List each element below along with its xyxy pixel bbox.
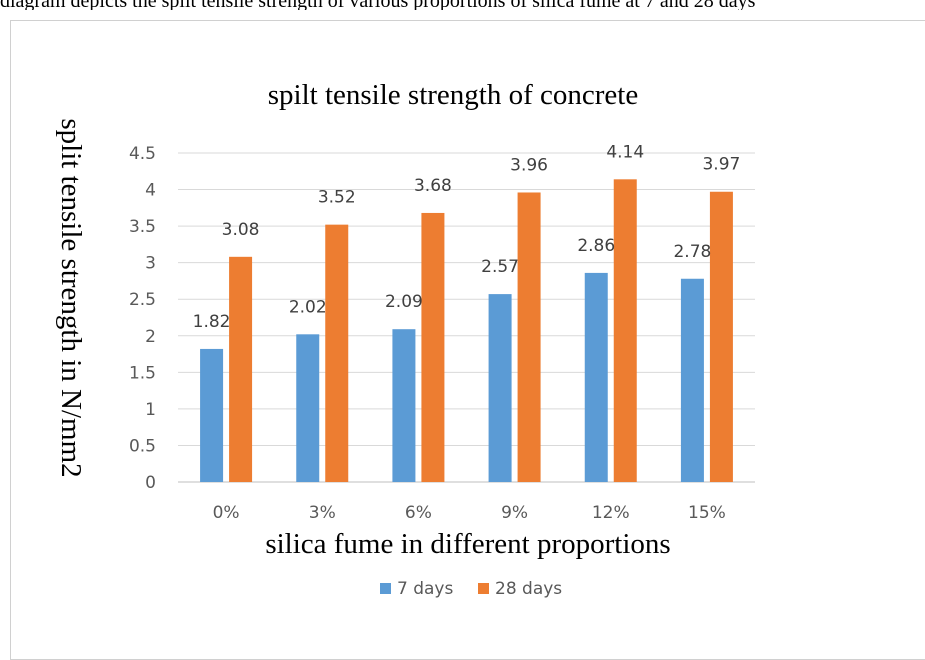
y-axis-title: split tensile strength in N/mm2 (55, 118, 87, 477)
page: diagram depicts the split tensile streng… (0, 0, 925, 625)
bar-chart: spilt tensile strength of concrete 0 0.5 1… (0, 0, 925, 625)
x-tick-label: 12% (592, 503, 630, 523)
y-tick-label: 2 (145, 327, 156, 347)
bar-28-days-12pct (614, 179, 637, 482)
y-tick-label: 4.5 (129, 144, 156, 164)
data-label: 3.96 (510, 155, 548, 175)
data-label: 4.14 (606, 142, 644, 162)
bar-7-days-12pct (585, 273, 608, 482)
y-tick-labels: 0 0.5 1 1.5 2 2.5 3 3.5 4 4.5 (129, 144, 156, 493)
y-tick-label: 1.5 (129, 363, 156, 383)
bars (200, 179, 733, 482)
data-labels: 1.82 3.08 2.02 3.52 2.09 3.68 2.57 3.96 2.86 4.14… (193, 142, 741, 332)
y-tick-label: 1 (145, 400, 156, 420)
y-tick-label: 3.5 (129, 217, 156, 237)
data-label: 3.68 (414, 176, 452, 196)
y-tick-label: 0.5 (129, 436, 156, 456)
data-label: 2.86 (577, 236, 615, 256)
legend: 7 days 28 days (380, 579, 562, 599)
data-label: 3.97 (702, 155, 740, 175)
bar-28-days-9pct (518, 192, 541, 482)
bar-28-days-15pct (710, 192, 733, 482)
chart-title: spilt tensile strength of concrete (268, 79, 638, 111)
y-tick-label: 4 (145, 181, 156, 201)
bar-28-days-0pct (229, 257, 252, 482)
bar-7-days-9pct (489, 294, 512, 482)
data-label: 3.08 (222, 220, 260, 240)
y-tick-label: 2.5 (129, 290, 156, 310)
y-tick-label: 3 (145, 254, 156, 274)
y-tick-label: 0 (145, 473, 156, 493)
data-label: 2.09 (385, 292, 423, 312)
x-tick-label: 0% (213, 503, 240, 523)
bar-7-days-6pct (392, 329, 415, 482)
legend-label: 28 days (495, 579, 562, 599)
x-tick-labels: 0% 3% 6% 9% 12% 15% (213, 503, 726, 523)
bar-7-days-3pct (296, 334, 319, 482)
bar-7-days-15pct (681, 279, 704, 482)
x-axis-title: silica fume in different proportions (265, 528, 670, 560)
data-label: 2.78 (673, 242, 711, 262)
legend-swatch (380, 583, 391, 594)
legend-label: 7 days (397, 579, 453, 599)
bar-28-days-6pct (421, 213, 444, 482)
x-tick-label: 3% (309, 503, 336, 523)
legend-swatch (478, 583, 489, 594)
x-tick-label: 6% (405, 503, 432, 523)
x-tick-label: 9% (501, 503, 528, 523)
data-label: 2.57 (481, 257, 519, 277)
data-label: 2.02 (289, 297, 327, 317)
bar-7-days-0pct (200, 349, 223, 482)
data-label: 3.52 (318, 188, 356, 208)
x-tick-label: 15% (688, 503, 726, 523)
bar-28-days-3pct (325, 225, 348, 482)
gridlines (178, 153, 755, 482)
data-label: 1.82 (193, 312, 231, 332)
